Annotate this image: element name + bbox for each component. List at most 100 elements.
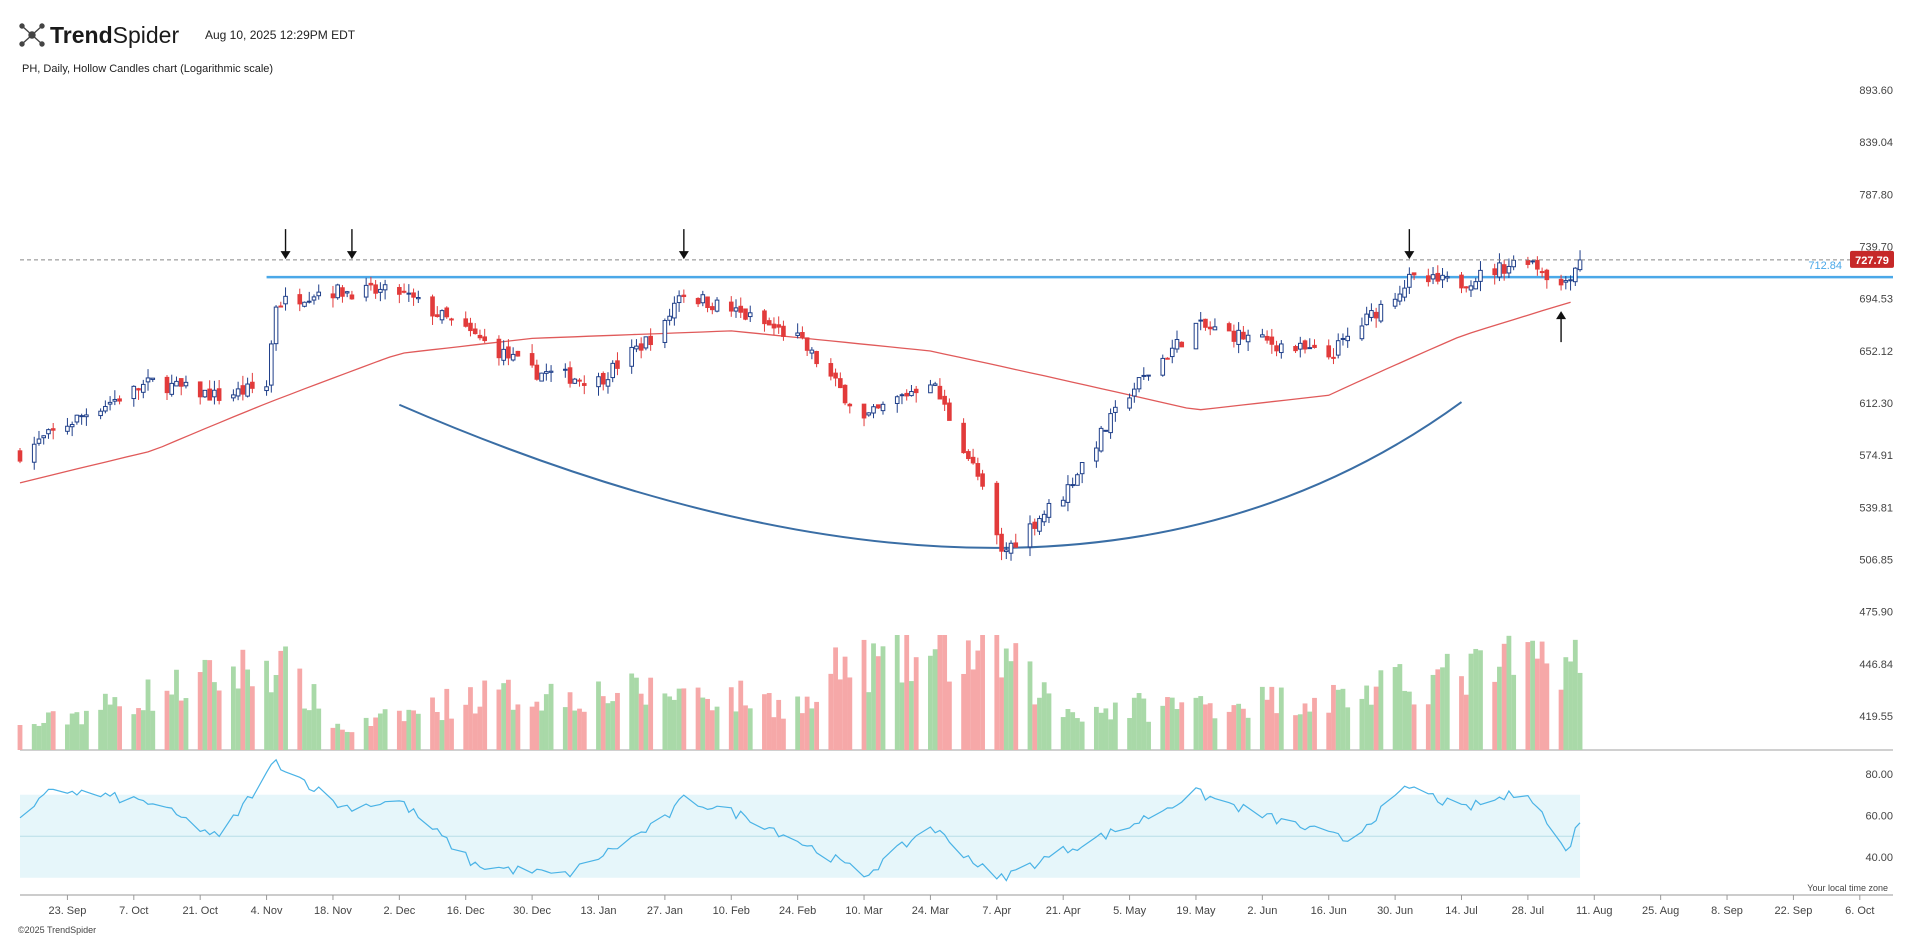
candle xyxy=(1165,357,1170,360)
candle xyxy=(240,375,246,401)
volume-bar xyxy=(1373,686,1379,750)
candle xyxy=(468,317,473,337)
candle-body xyxy=(1378,303,1384,322)
volume-bar xyxy=(1027,661,1033,750)
candle-body xyxy=(311,296,317,301)
candle-body xyxy=(1165,357,1170,360)
time-tick-label: 11. Aug xyxy=(1576,905,1613,917)
candle-body xyxy=(506,346,511,359)
candle-body xyxy=(771,323,777,329)
volume-bar xyxy=(1397,664,1403,750)
volume-bar xyxy=(662,693,668,750)
candle xyxy=(84,408,89,426)
candle xyxy=(771,317,777,335)
volume-bar xyxy=(814,701,820,750)
last-price-marker: 727.79 xyxy=(20,250,1894,268)
volume-bar xyxy=(46,712,51,750)
candle xyxy=(430,294,435,325)
candle-body xyxy=(909,391,914,397)
price-tick-label: 419.55 xyxy=(1859,711,1893,723)
candle-body xyxy=(74,414,80,423)
candle-body xyxy=(449,318,454,321)
candle-body xyxy=(1108,413,1113,434)
candle xyxy=(231,389,236,402)
volume-bar xyxy=(1463,694,1469,750)
volume-bar xyxy=(1174,709,1180,750)
candle-body xyxy=(197,381,203,398)
volume-bar xyxy=(482,680,488,750)
price-tick-label: 506.85 xyxy=(1859,554,1893,566)
sma-line xyxy=(19,301,1571,484)
volume-bar xyxy=(875,656,881,750)
brand-light: Spider xyxy=(113,22,180,48)
candle xyxy=(1212,318,1218,331)
candle-body xyxy=(264,386,269,392)
candle xyxy=(1279,340,1284,359)
candle-body xyxy=(1369,310,1374,318)
volume-bar xyxy=(117,706,122,750)
volume-bar xyxy=(202,659,208,750)
candle-body xyxy=(1132,388,1137,397)
candle-body xyxy=(875,404,881,409)
volume-bar xyxy=(629,673,635,750)
volume-bar xyxy=(1473,648,1479,750)
candle-body xyxy=(738,305,744,313)
volume-bar xyxy=(562,707,568,750)
volume-bar xyxy=(377,713,383,750)
candle xyxy=(1041,510,1047,526)
candle-body xyxy=(871,406,876,414)
candle-body xyxy=(306,300,312,303)
candle-body xyxy=(112,398,118,402)
volume-bar xyxy=(648,677,654,750)
candle-body xyxy=(1103,429,1109,432)
candle-body xyxy=(947,402,952,421)
candle-body xyxy=(1468,285,1474,291)
candle-body xyxy=(1060,499,1066,507)
candle xyxy=(980,469,985,490)
volume-bar xyxy=(197,672,203,750)
candle xyxy=(894,395,900,413)
candle-body xyxy=(468,322,473,332)
candle xyxy=(847,402,853,414)
price-tick-label: 739.70 xyxy=(1859,241,1893,253)
volume-bar xyxy=(1345,707,1351,750)
candle-body xyxy=(397,287,402,295)
volume-bar xyxy=(1534,658,1540,750)
volume-bar xyxy=(1093,706,1099,750)
volume-bar xyxy=(1269,686,1275,750)
volume-bar xyxy=(131,714,137,750)
candle xyxy=(667,308,672,326)
candle xyxy=(1392,292,1398,309)
volume-bar xyxy=(136,708,141,750)
candle-body xyxy=(368,282,374,286)
volume-bar xyxy=(249,686,255,750)
volume-bar xyxy=(1525,642,1531,750)
price-axis: 893.60 839.04 787.80 739.70 694.53 652.12 612.… xyxy=(20,85,1893,896)
arrow-down-icon xyxy=(678,229,689,260)
volume-bar xyxy=(833,647,838,750)
candle-body xyxy=(207,388,212,401)
candle-body xyxy=(1174,339,1180,350)
time-tick-label: 21. Oct xyxy=(182,905,217,917)
candle-body xyxy=(330,293,336,299)
candle xyxy=(581,375,587,395)
rsi-tick-label: 40.00 xyxy=(1865,852,1893,864)
volume-bar xyxy=(1013,643,1019,750)
candle xyxy=(140,379,146,399)
volume-bar xyxy=(245,669,251,750)
time-tick-label: 27. Jan xyxy=(647,905,683,917)
volume-bar xyxy=(463,704,469,750)
volume-bar xyxy=(1136,693,1142,750)
candle xyxy=(1113,400,1118,422)
volume-bar xyxy=(1245,717,1251,750)
chart-subtitle: PH, Daily, Hollow Candles chart (Logarit… xyxy=(22,63,273,75)
candle xyxy=(373,280,378,299)
candle-body xyxy=(50,428,56,431)
candle-body xyxy=(202,389,208,398)
time-tick-label: 7. Oct xyxy=(119,905,148,917)
volume-bar xyxy=(430,697,435,750)
volume-bar xyxy=(83,710,89,750)
candle-body xyxy=(1207,326,1213,330)
candle xyxy=(103,400,108,414)
candle-body xyxy=(477,334,483,339)
